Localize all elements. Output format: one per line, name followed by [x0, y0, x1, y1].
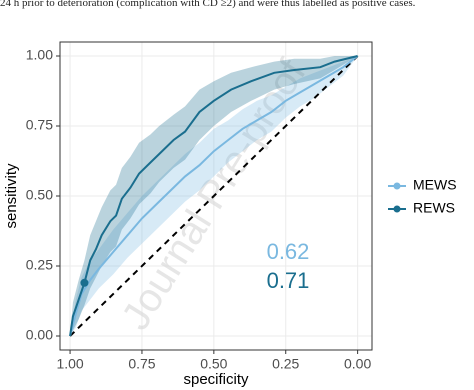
x-tick-label: 1.00	[56, 356, 83, 372]
reference-line	[69, 55, 359, 337]
x-tick-label: 0.25	[272, 356, 299, 372]
confidence-band	[70, 56, 358, 336]
auc-label: 0.62	[267, 239, 310, 264]
legend-label: REWS	[413, 200, 455, 216]
x-tick-label: 0.00	[344, 356, 371, 372]
x-tick-label: 0.50	[200, 356, 227, 372]
legend-dot	[393, 182, 401, 190]
x-axis-label: specificity	[183, 371, 249, 388]
auc-label: 0.71	[267, 268, 310, 293]
caption: 24 h prior to deterioration (complicatio…	[0, 0, 416, 9]
threshold-point	[80, 278, 89, 287]
legend-dot	[393, 205, 401, 213]
roc-line	[69, 55, 358, 337]
y-axis-label: sensitivity	[3, 163, 20, 229]
legend-label: MEWS	[413, 177, 457, 193]
y-tick-label: 0.50	[26, 187, 53, 203]
y-tick-label: 0.75	[26, 117, 53, 133]
y-tick-label: 0.25	[26, 257, 53, 273]
panel-border	[59, 41, 373, 351]
confidence-band	[70, 56, 358, 336]
y-tick-label: 1.00	[26, 47, 53, 63]
x-tick-label: 0.75	[128, 356, 155, 372]
roc-line	[69, 55, 359, 337]
y-tick-label: 0.00	[26, 327, 53, 343]
